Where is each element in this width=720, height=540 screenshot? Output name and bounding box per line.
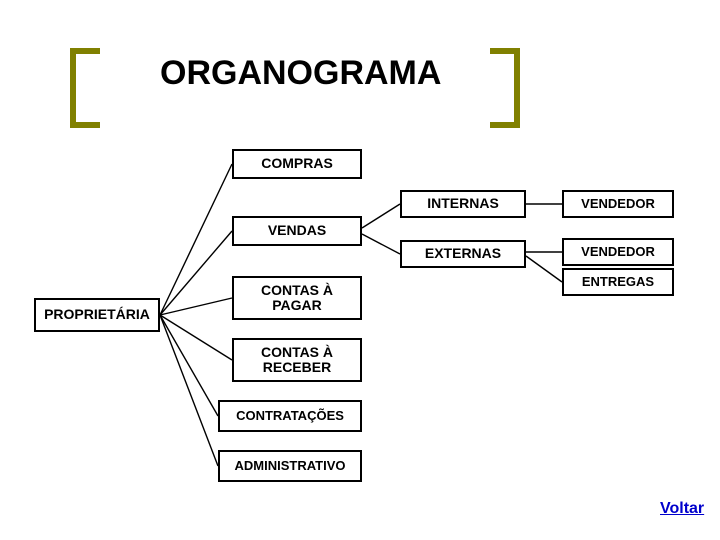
node-contratacoes: CONTRATAÇÕES: [218, 400, 362, 432]
page-title: ORGANOGRAMA: [160, 54, 441, 93]
node-vendedor-2: VENDEDOR: [562, 238, 674, 266]
node-contas-pagar: CONTAS ÀPAGAR: [232, 276, 362, 320]
voltar-link[interactable]: Voltar: [660, 500, 704, 518]
node-internas: INTERNAS: [400, 190, 526, 218]
node-compras: COMPRAS: [232, 149, 362, 179]
node-proprietaria: PROPRIETÁRIA: [34, 298, 160, 332]
node-vendedor-1: VENDEDOR: [562, 190, 674, 218]
node-contas-receber: CONTAS ÀRECEBER: [232, 338, 362, 382]
org-chart-stage: ORGANOGRAMA PROPRIETÁRIA COMPRAS VENDAS …: [0, 0, 720, 540]
node-entregas: ENTREGAS: [562, 268, 674, 296]
title-bracket-right: [490, 48, 520, 128]
node-externas: EXTERNAS: [400, 240, 526, 268]
node-vendas: VENDAS: [232, 216, 362, 246]
node-administrativo: ADMINISTRATIVO: [218, 450, 362, 482]
title-bracket-left: [70, 48, 100, 128]
